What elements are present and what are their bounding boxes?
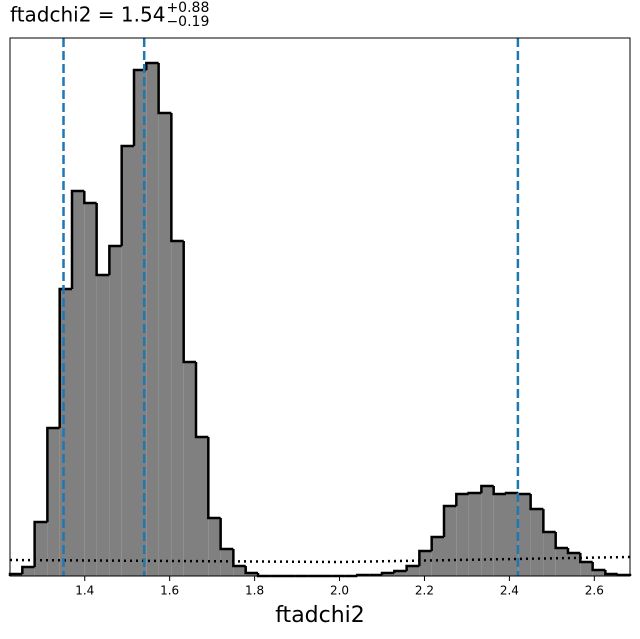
bar-outline (430, 535, 444, 551)
bar-outline (46, 426, 60, 522)
bar-outline (554, 532, 568, 550)
bar-outline (83, 191, 97, 205)
bar-outline (455, 492, 469, 506)
bar-outline (70, 189, 85, 289)
bar-outline (579, 553, 593, 564)
bar-outline (95, 203, 110, 277)
bar (456, 494, 469, 576)
bar (394, 571, 407, 576)
bar-outline (120, 144, 134, 246)
bar-outline (442, 504, 457, 537)
bar (592, 570, 606, 576)
bar (208, 518, 221, 576)
bar (568, 553, 581, 576)
bar-outline (132, 68, 147, 146)
bar (245, 573, 258, 576)
bar-outline (21, 565, 35, 574)
bar (233, 566, 246, 576)
bar-outline (33, 520, 48, 567)
bar (468, 493, 482, 576)
x-tick-label: 2.0 (330, 584, 349, 598)
bar-outline (604, 570, 618, 576)
bar (493, 494, 506, 576)
bar (22, 567, 35, 576)
bar-outline (182, 241, 196, 364)
x-tick-label: 1.8 (245, 584, 264, 598)
title-upper: +0.88 (166, 0, 209, 16)
bar (506, 493, 519, 576)
bar-outline (504, 491, 519, 495)
bar (72, 191, 85, 576)
bar (382, 573, 395, 576)
bar-outline (542, 509, 556, 534)
bar (431, 537, 444, 576)
bar-outline (405, 564, 420, 571)
bar (146, 63, 159, 576)
bar-outline (145, 61, 159, 70)
x-tick-label: 2.4 (500, 584, 519, 598)
bar (580, 562, 593, 576)
prior-line (9, 555, 631, 564)
bar-outline (170, 113, 184, 243)
bar-outline (393, 569, 407, 573)
bar (34, 522, 48, 576)
bar-outline (380, 571, 395, 575)
bar (518, 494, 531, 576)
chart-title: ftadchi2 = 1.54 (10, 3, 165, 27)
bar (121, 146, 134, 576)
bar-outline (566, 548, 581, 555)
x-tick-label: 1.4 (75, 584, 94, 598)
bar (59, 289, 72, 576)
bar (84, 203, 97, 576)
x-tick-label: 2.2 (415, 584, 434, 598)
bar (109, 246, 122, 576)
bar (530, 509, 544, 576)
bar-outline (58, 287, 72, 428)
bar-outline (529, 494, 544, 511)
bar (183, 362, 196, 576)
bar (196, 437, 209, 576)
bar-outline (591, 562, 606, 572)
bar (158, 113, 172, 576)
bar (406, 566, 420, 576)
x-axis-label: ftadchi2 (275, 603, 365, 628)
x-tick-label: 2.6 (585, 584, 604, 598)
x-tick-label: 1.6 (160, 584, 179, 598)
bar-outline (157, 63, 172, 115)
bar-outline (244, 566, 258, 575)
bar-outline (194, 362, 209, 439)
bar (481, 486, 494, 576)
bar-outline (207, 437, 221, 520)
bar-outline (467, 491, 482, 495)
title-lower: −0.19 (166, 14, 209, 30)
bar-outline (219, 518, 234, 551)
bar-outline (108, 244, 122, 275)
plot-frame (9, 37, 631, 577)
bar (171, 241, 184, 576)
bar (47, 428, 60, 576)
bar-outline (480, 484, 494, 493)
bar-outline (517, 492, 531, 496)
bar-outline (232, 549, 246, 568)
bar (419, 551, 432, 576)
bar (555, 548, 568, 576)
bar (444, 506, 457, 576)
bar (543, 532, 556, 576)
bar-outline (492, 486, 506, 496)
bar (96, 275, 110, 576)
